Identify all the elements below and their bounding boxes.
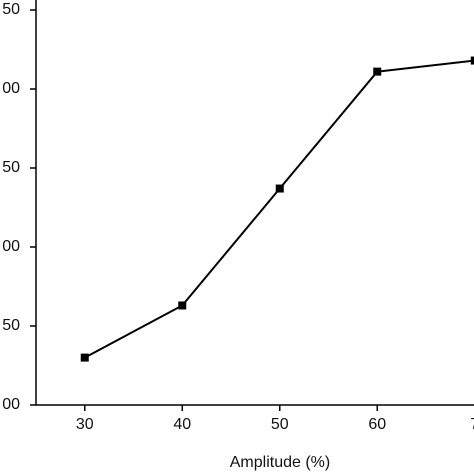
y-tick-label: 00	[2, 80, 20, 97]
series-line	[84, 59, 474, 359]
data-point	[470, 56, 474, 65]
x-axis-label: Amplitude (%)	[230, 454, 330, 471]
x-tick-label: 60	[368, 416, 386, 433]
y-tick-label: 50	[2, 159, 20, 176]
y-tick-label: 50	[2, 317, 20, 334]
data-point	[373, 67, 382, 76]
data-point	[275, 184, 284, 193]
x-tick-label: 40	[173, 416, 191, 433]
y-tick-label: 00	[2, 396, 20, 413]
y-tick-label: 50	[2, 1, 20, 18]
x-tick-label: 30	[76, 416, 94, 433]
y-tick-label: 00	[2, 238, 20, 255]
data-point	[80, 353, 89, 362]
x-tick-label: 50	[271, 416, 289, 433]
data-point	[178, 301, 187, 310]
x-tick-label: 7	[470, 416, 474, 433]
